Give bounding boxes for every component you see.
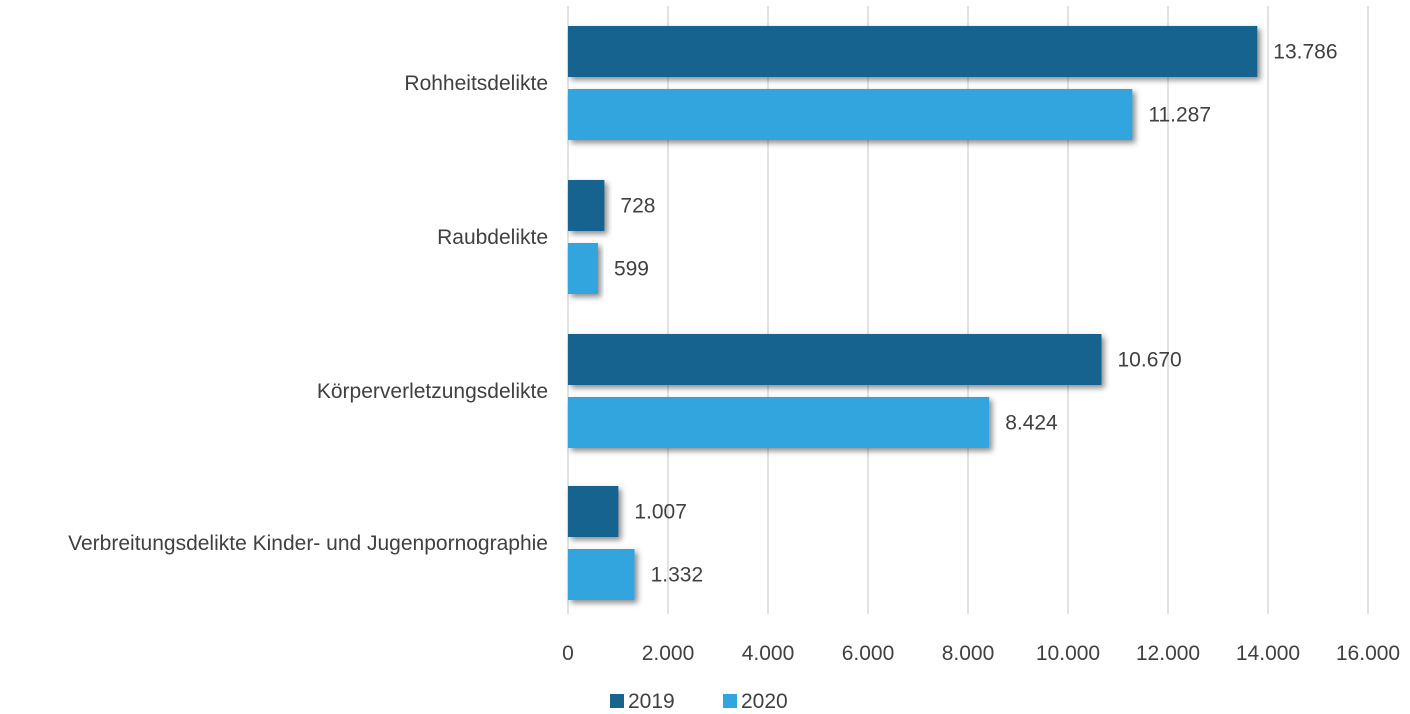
x-tick-label: 8.000 bbox=[942, 642, 995, 665]
x-tick-label: 14.000 bbox=[1236, 642, 1300, 665]
bar-2020-0 bbox=[568, 89, 1133, 140]
data-label: 10.670 bbox=[1118, 349, 1182, 372]
bar-2020-3 bbox=[568, 549, 635, 600]
bars bbox=[568, 26, 1258, 600]
category-labels: Rohheitsdelikte Raubdelikte Körperverletzu… bbox=[68, 72, 548, 555]
data-label: 1.007 bbox=[634, 501, 687, 524]
bar-2020-2 bbox=[568, 397, 990, 448]
x-tick-label: 4.000 bbox=[742, 642, 795, 665]
x-tick-label: 0 bbox=[562, 642, 574, 665]
bar-2019-3 bbox=[568, 486, 619, 537]
legend-swatch-2020 bbox=[723, 694, 737, 708]
bar-2019-2 bbox=[568, 334, 1102, 385]
data-label: 1.332 bbox=[651, 564, 704, 587]
bar-2020-1 bbox=[568, 243, 598, 294]
legend-swatch-2019 bbox=[610, 694, 624, 708]
category-label: Raubdelikte bbox=[437, 226, 548, 249]
legend-label: 2019 bbox=[628, 690, 675, 713]
x-axis-tick-labels: 0 2.000 4.000 6.000 8.000 10.000 12.000 14.000 1… bbox=[562, 642, 1400, 665]
x-tick-label: 10.000 bbox=[1036, 642, 1100, 665]
bar-2019-1 bbox=[568, 180, 605, 231]
data-label: 728 bbox=[620, 195, 655, 218]
category-label: Verbreitungsdelikte Kinder- und Jugenpor… bbox=[68, 532, 548, 555]
data-label: 599 bbox=[614, 258, 649, 281]
legend: 2019 2020 bbox=[610, 690, 788, 713]
legend-label: 2020 bbox=[741, 690, 788, 713]
data-labels: 13.786 728 10.670 1.007 11.287 599 8.424 1.332 bbox=[614, 41, 1338, 587]
x-tick-label: 6.000 bbox=[842, 642, 895, 665]
x-tick-label: 16.000 bbox=[1336, 642, 1400, 665]
data-label: 8.424 bbox=[1005, 412, 1058, 435]
x-tick-label: 2.000 bbox=[642, 642, 695, 665]
category-label: Rohheitsdelikte bbox=[404, 72, 548, 95]
x-tick-label: 12.000 bbox=[1136, 642, 1200, 665]
data-label: 13.786 bbox=[1273, 41, 1337, 64]
category-label: Körperverletzungsdelikte bbox=[317, 380, 548, 403]
data-label: 11.287 bbox=[1148, 104, 1211, 127]
bar-2019-0 bbox=[568, 26, 1258, 77]
